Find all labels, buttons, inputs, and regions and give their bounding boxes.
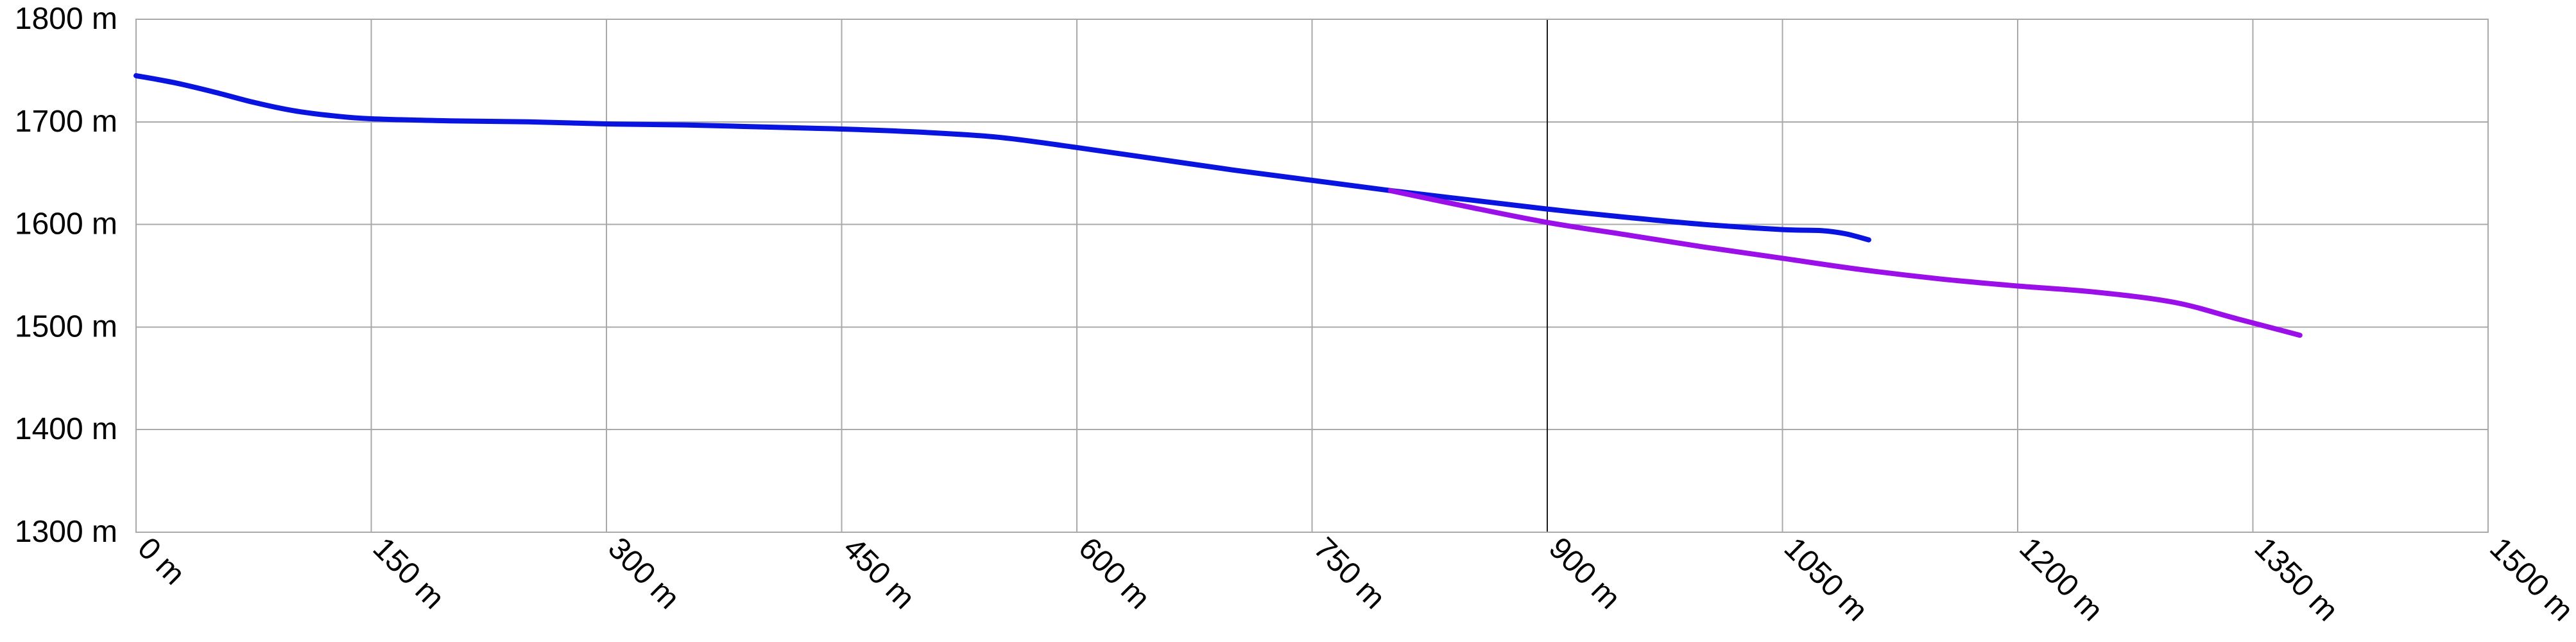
y-tick-label-1800: 1800 m xyxy=(15,2,117,36)
elevation-series-line-2 xyxy=(1387,187,2303,338)
x-tick-label-0: 0 m xyxy=(131,531,191,591)
y-axis-labels: 1300 m 1400 m 1500 m 1600 m 1700 m 1800 m xyxy=(15,2,117,549)
x-tick-label-1200: 1200 m xyxy=(2013,531,2109,628)
x-tick-label-750: 750 m xyxy=(1307,531,1392,616)
y-tick-label-1600: 1600 m xyxy=(15,207,117,241)
y-tick-label-1300: 1300 m xyxy=(15,515,117,549)
x-tick-label-300: 300 m xyxy=(601,531,686,616)
x-tick-label-150: 150 m xyxy=(366,531,451,616)
x-tick-label-600: 600 m xyxy=(1072,531,1156,616)
x-tick-label-1350: 1350 m xyxy=(2248,531,2345,628)
x-tick-label-900: 900 m xyxy=(1542,531,1627,616)
grid-layer xyxy=(135,19,2489,533)
series-layer xyxy=(133,73,2303,338)
x-axis-labels: 0 m 150 m 300 m 450 m 600 m 750 m 900 m 1050 m 1… xyxy=(131,531,2576,628)
plot-frame xyxy=(135,19,2489,533)
elevation-series-line-1 xyxy=(133,73,1871,243)
y-tick-label-1400: 1400 m xyxy=(15,412,117,446)
x-tick-label-1050: 1050 m xyxy=(1778,531,1875,628)
x-tick-label-1500: 1500 m xyxy=(2483,531,2576,628)
y-tick-label-1700: 1700 m xyxy=(15,105,117,139)
y-tick-label-1500: 1500 m xyxy=(15,309,117,343)
x-tick-label-450: 450 m xyxy=(837,531,922,616)
